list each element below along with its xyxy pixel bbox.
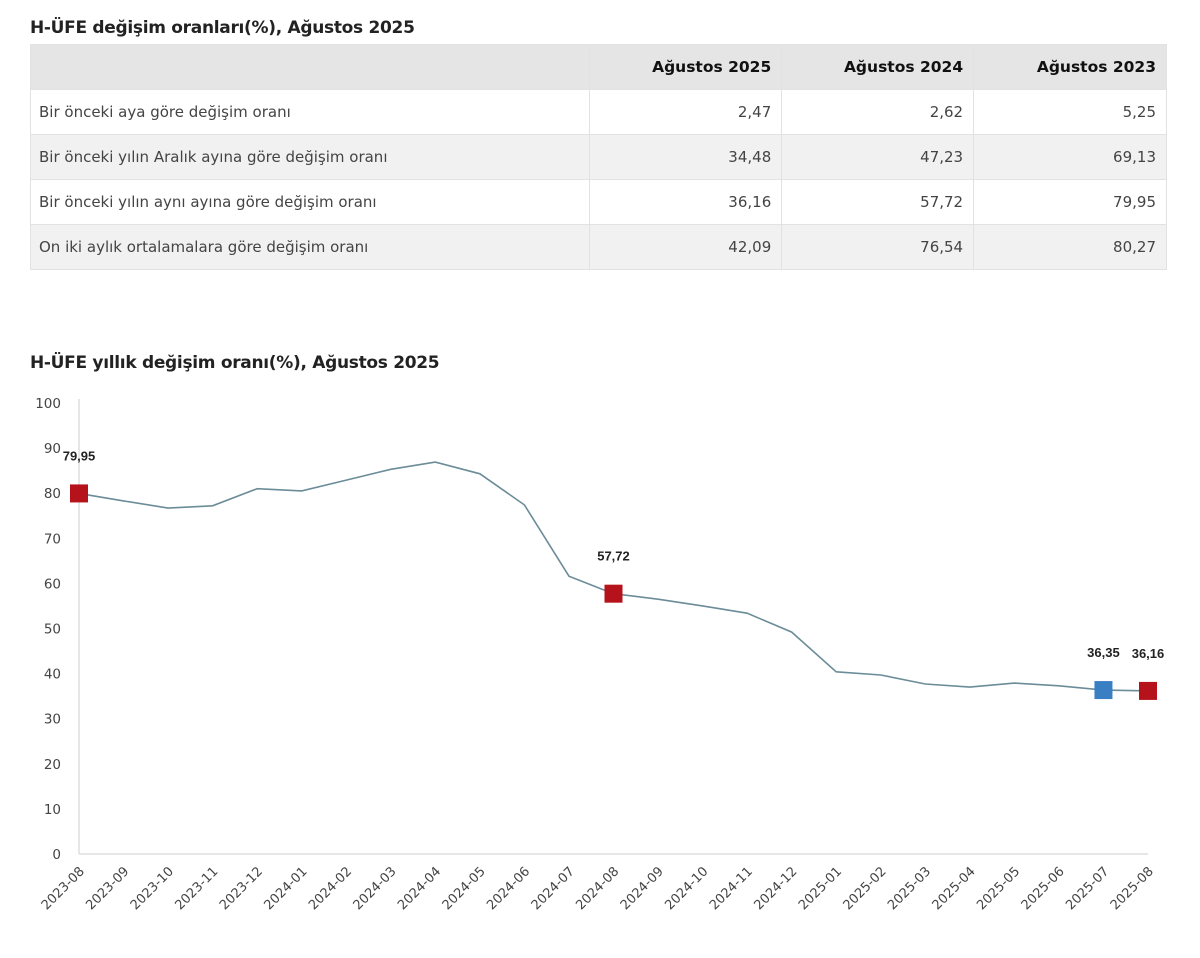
x-tick-label: 2025-08	[1108, 864, 1157, 913]
column-header-aug-2023: Ağustos 2023	[973, 44, 1167, 90]
x-tick-label: 2025-01	[796, 864, 845, 913]
x-tick-label: 2024-09	[618, 864, 667, 913]
highlight-marker	[1094, 681, 1113, 700]
cell-value: 57,72	[781, 179, 975, 225]
highlight-markers	[70, 484, 1157, 700]
table-title: H-ÜFE değişim oranları(%), Ağustos 2025	[30, 18, 415, 38]
table-row: Bir önceki aya göre değişim oranı 2,47 2…	[29, 89, 1167, 135]
x-tick-label: 2023-10	[128, 864, 177, 913]
x-tick-label: 2024-03	[351, 864, 400, 913]
row-label: Bir önceki yılın Aralık ayına göre değiş…	[29, 134, 591, 180]
x-tick-label: 2023-12	[217, 864, 266, 913]
row-label: Bir önceki aya göre değişim oranı	[29, 89, 591, 135]
column-header-aug-2025: Ağustos 2025	[589, 44, 783, 90]
cell-value: 79,95	[973, 179, 1167, 225]
y-tick-label: 100	[35, 396, 61, 412]
cell-value: 42,09	[589, 224, 783, 270]
x-tick-label: 2024-05	[440, 864, 489, 913]
row-label: Bir önceki yılın aynı ayına göre değişim…	[29, 179, 591, 225]
cell-value: 5,25	[973, 89, 1167, 135]
data-label: 57,72	[597, 549, 630, 564]
x-tick-label: 2024-04	[395, 864, 444, 913]
x-axis-ticks: 2023-082023-092023-102023-112023-122024-…	[39, 864, 1157, 913]
data-labels: 79,95 57,72 36,35 36,16	[63, 448, 1165, 660]
x-tick-label: 2023-08	[39, 864, 88, 913]
x-tick-label: 2024-02	[306, 864, 355, 913]
x-tick-label: 2024-07	[529, 864, 578, 913]
change-rates-table: Ağustos 2025 Ağustos 2024 Ağustos 2023 B…	[29, 44, 1167, 270]
x-tick-label: 2025-02	[841, 864, 890, 913]
y-tick-label: 90	[44, 441, 61, 457]
cell-value: 36,16	[589, 179, 783, 225]
x-tick-label: 2024-08	[573, 864, 622, 913]
y-tick-label: 20	[44, 757, 61, 773]
chart-title: H-ÜFE yıllık değişim oranı(%), Ağustos 2…	[30, 353, 440, 373]
row-label: On iki aylık ortalamalara göre değişim o…	[29, 224, 591, 270]
cell-value: 76,54	[781, 224, 975, 270]
x-tick-label: 2023-09	[83, 864, 132, 913]
cell-value: 34,48	[589, 134, 783, 180]
x-tick-label: 2024-01	[262, 864, 311, 913]
x-tick-label: 2024-10	[662, 864, 711, 913]
y-tick-label: 30	[44, 712, 61, 728]
cell-value: 2,47	[589, 89, 783, 135]
x-tick-label: 2025-04	[930, 864, 979, 913]
y-tick-label: 40	[44, 667, 61, 683]
table-row: Bir önceki yılın Aralık ayına göre değiş…	[29, 134, 1167, 180]
cell-value: 47,23	[781, 134, 975, 180]
x-tick-label: 2025-07	[1063, 864, 1112, 913]
data-label: 36,16	[1132, 646, 1165, 661]
y-tick-label: 10	[44, 802, 61, 818]
x-tick-label: 2024-11	[707, 864, 756, 913]
table-row: Bir önceki yılın aynı ayına göre değişim…	[29, 179, 1167, 225]
x-tick-label: 2025-05	[974, 864, 1023, 913]
table-header-row: Ağustos 2025 Ağustos 2024 Ağustos 2023	[29, 44, 1167, 90]
series-line	[78, 461, 1149, 692]
cell-value: 80,27	[973, 224, 1167, 270]
highlight-marker	[1139, 681, 1157, 700]
y-tick-label: 70	[44, 531, 61, 547]
x-tick-label: 2025-03	[885, 864, 934, 913]
column-header-aug-2024: Ağustos 2024	[781, 44, 975, 90]
cell-value: 69,13	[973, 134, 1167, 180]
data-label: 79,95	[63, 448, 96, 463]
y-axis-ticks: 0 10 20 30 40 50 60 70 80 90 100	[35, 396, 61, 863]
highlight-marker	[604, 584, 623, 603]
y-tick-label: 0	[52, 847, 61, 863]
y-tick-label: 80	[44, 486, 61, 502]
x-tick-label: 2024-12	[751, 864, 800, 913]
y-tick-label: 50	[44, 622, 61, 638]
x-tick-label: 2025-06	[1019, 864, 1068, 913]
column-header-label	[29, 44, 591, 90]
data-label: 36,35	[1087, 645, 1120, 660]
y-tick-label: 60	[44, 576, 61, 592]
highlight-marker	[70, 484, 88, 503]
x-tick-label: 2023-11	[172, 864, 221, 913]
cell-value: 2,62	[781, 89, 975, 135]
x-tick-label: 2024-06	[484, 864, 533, 913]
table-row: On iki aylık ortalamalara göre değişim o…	[29, 224, 1167, 270]
